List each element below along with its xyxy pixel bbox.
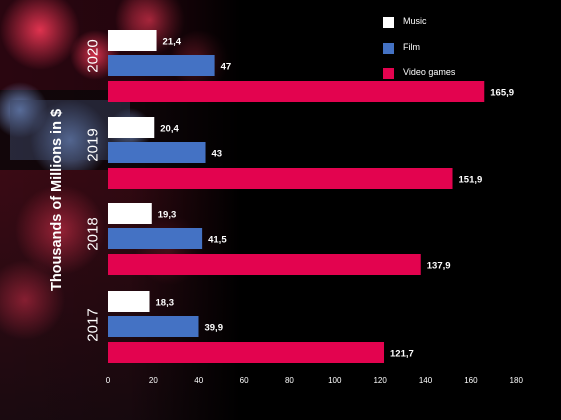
category-label-2020: 2020 [84,39,102,73]
category-label-2018: 2018 [84,217,102,251]
bar-music-2020 [108,30,157,51]
bar-video-games-2020 [108,81,485,102]
legend-label-film: Film [403,42,420,52]
legend-swatch-music [383,17,394,28]
value-label-film-2017: 39,9 [204,323,223,334]
bar-music-2018 [108,203,152,224]
bar-video-games-2019 [108,168,453,189]
x-tick-label-100: 100 [328,376,342,385]
legend-label-video-games: Video games [403,67,456,77]
value-label-film-2020: 47 [221,62,232,73]
value-label-music-2019: 20,4 [160,124,179,135]
x-tick-label-120: 120 [373,376,387,385]
legend-swatch-film [383,43,394,54]
value-label-music-2020: 21,4 [163,37,182,48]
value-label-film-2018: 41,5 [208,235,227,246]
x-tick-label-80: 80 [285,376,294,385]
bar-video-games-2017 [108,342,385,363]
bar-film-2018 [108,228,203,249]
x-tick-label-60: 60 [240,376,249,385]
y-axis-title: Thousands of Millions in $ [49,108,65,292]
legend-swatch-video-games [383,68,394,79]
value-label-video-games-2018: 137,9 [427,261,451,272]
x-tick-label-140: 140 [419,376,433,385]
bar-music-2017 [108,291,150,312]
legend-label-music: Music [403,16,427,26]
value-label-music-2017: 18,3 [156,298,175,309]
value-label-video-games-2019: 151,9 [459,175,483,186]
bar-video-games-2018 [108,254,421,275]
x-tick-label-160: 160 [464,376,478,385]
bar-music-2019 [108,117,155,138]
bar-film-2019 [108,142,206,163]
value-label-music-2018: 19,3 [158,210,177,221]
bar-film-2017 [108,316,199,337]
value-label-video-games-2020: 165,9 [490,88,514,99]
x-tick-label-20: 20 [149,376,158,385]
x-tick-label-40: 40 [194,376,203,385]
value-label-film-2019: 43 [212,149,223,160]
x-tick-label-180: 180 [510,376,524,385]
bar-film-2020 [108,55,215,76]
category-label-2017: 2017 [84,308,102,342]
x-tick-label-0: 0 [106,376,111,385]
value-label-video-games-2017: 121,7 [390,349,414,360]
category-label-2019: 2019 [84,128,102,162]
